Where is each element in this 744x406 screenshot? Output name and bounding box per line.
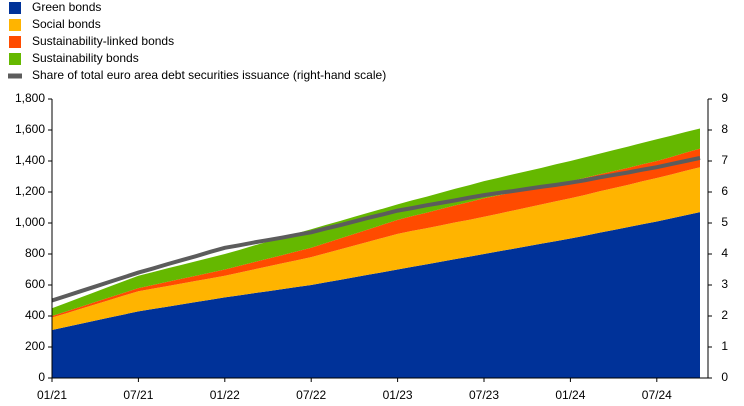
y-tick-label: 400 [25, 308, 45, 322]
y-tick-label: 1,600 [15, 122, 45, 136]
legend-swatch [9, 2, 21, 14]
x-tick-label: 07/21 [123, 388, 153, 402]
x-tick-label: 07/22 [296, 388, 326, 402]
y-tick-label: 0 [38, 370, 45, 384]
y2-tick-label: 6 [721, 184, 728, 198]
legend-swatch [9, 36, 21, 48]
y-tick-label: 600 [25, 277, 45, 291]
legend-label: Sustainability bonds [32, 51, 139, 65]
area [52, 167, 700, 330]
y-tick-label: 800 [25, 246, 45, 260]
y2-tick-label: 4 [721, 246, 728, 260]
y2-tick-label: 8 [721, 122, 728, 136]
x-tick-label: 01/23 [383, 388, 413, 402]
y2-tick-label: 1 [721, 339, 728, 353]
x-tick-label: 01/22 [210, 388, 240, 402]
y2-tick-label: 2 [721, 308, 728, 322]
y2-tick-label: 9 [721, 91, 728, 105]
y-tick-label: 200 [25, 339, 45, 353]
legend-swatch [9, 53, 21, 65]
legend-label: Green bonds [32, 0, 101, 14]
x-tick-label: 07/23 [469, 388, 499, 402]
legend-label: Social bonds [32, 17, 101, 31]
y2-tick-label: 3 [721, 277, 728, 291]
y-tick-label: 1,400 [15, 153, 45, 167]
area [52, 148, 700, 318]
x-tick-label: 01/24 [555, 388, 585, 402]
y2-tick-label: 7 [721, 153, 728, 167]
y-tick-label: 1,200 [15, 184, 45, 198]
legend-swatch [9, 19, 21, 31]
legend-label: Sustainability-linked bonds [32, 34, 174, 48]
y2-tick-label: 5 [721, 215, 728, 229]
area [52, 212, 700, 378]
y2-tick-label: 0 [721, 370, 728, 384]
y-tick-label: 1,800 [15, 91, 45, 105]
y-tick-label: 1,000 [15, 215, 45, 229]
x-tick-label: 01/21 [37, 388, 67, 402]
legend-label: Share of total euro area debt securities… [32, 68, 386, 82]
x-tick-label: 07/24 [642, 388, 672, 402]
area [52, 128, 700, 316]
line [51, 155, 701, 303]
